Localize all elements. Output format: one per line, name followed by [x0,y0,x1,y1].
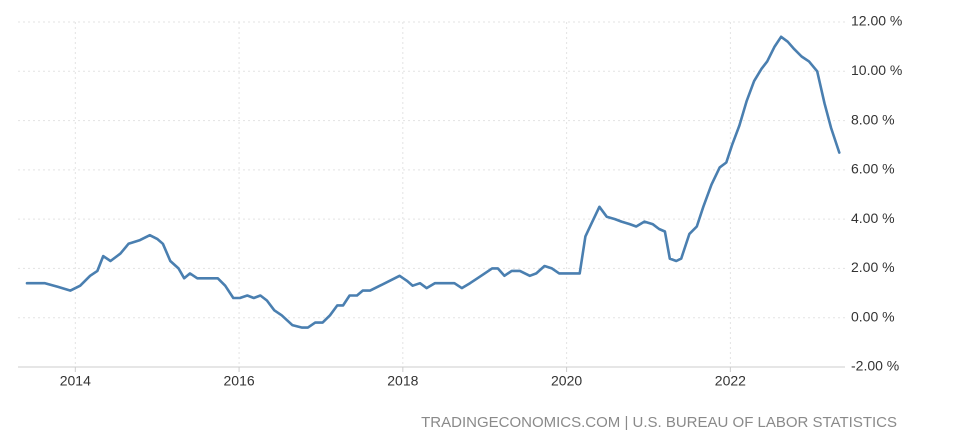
x-tick-label: 2018 [387,373,418,389]
x-tick-label: 2014 [60,373,91,389]
y-tick-label: -2.00 % [851,358,899,374]
y-tick-label: 10.00 % [851,62,902,78]
data-line [25,35,841,329]
y-tick-label: 8.00 % [851,111,895,127]
y-tick-label: 4.00 % [851,210,895,226]
y-tick-label: 6.00 % [851,161,895,177]
x-tick-label: 2020 [551,373,582,389]
y-tick-label: 0.00 % [851,308,895,324]
y-tick-label: 2.00 % [851,259,895,275]
source: TRADINGECONOMICS.COM | U.S. BUREAU OF LA… [421,414,897,431]
x-tick-label: 2016 [224,373,255,389]
x-tick-label: 2022 [715,373,746,389]
y-tick-label: 12.00 % [851,13,902,29]
